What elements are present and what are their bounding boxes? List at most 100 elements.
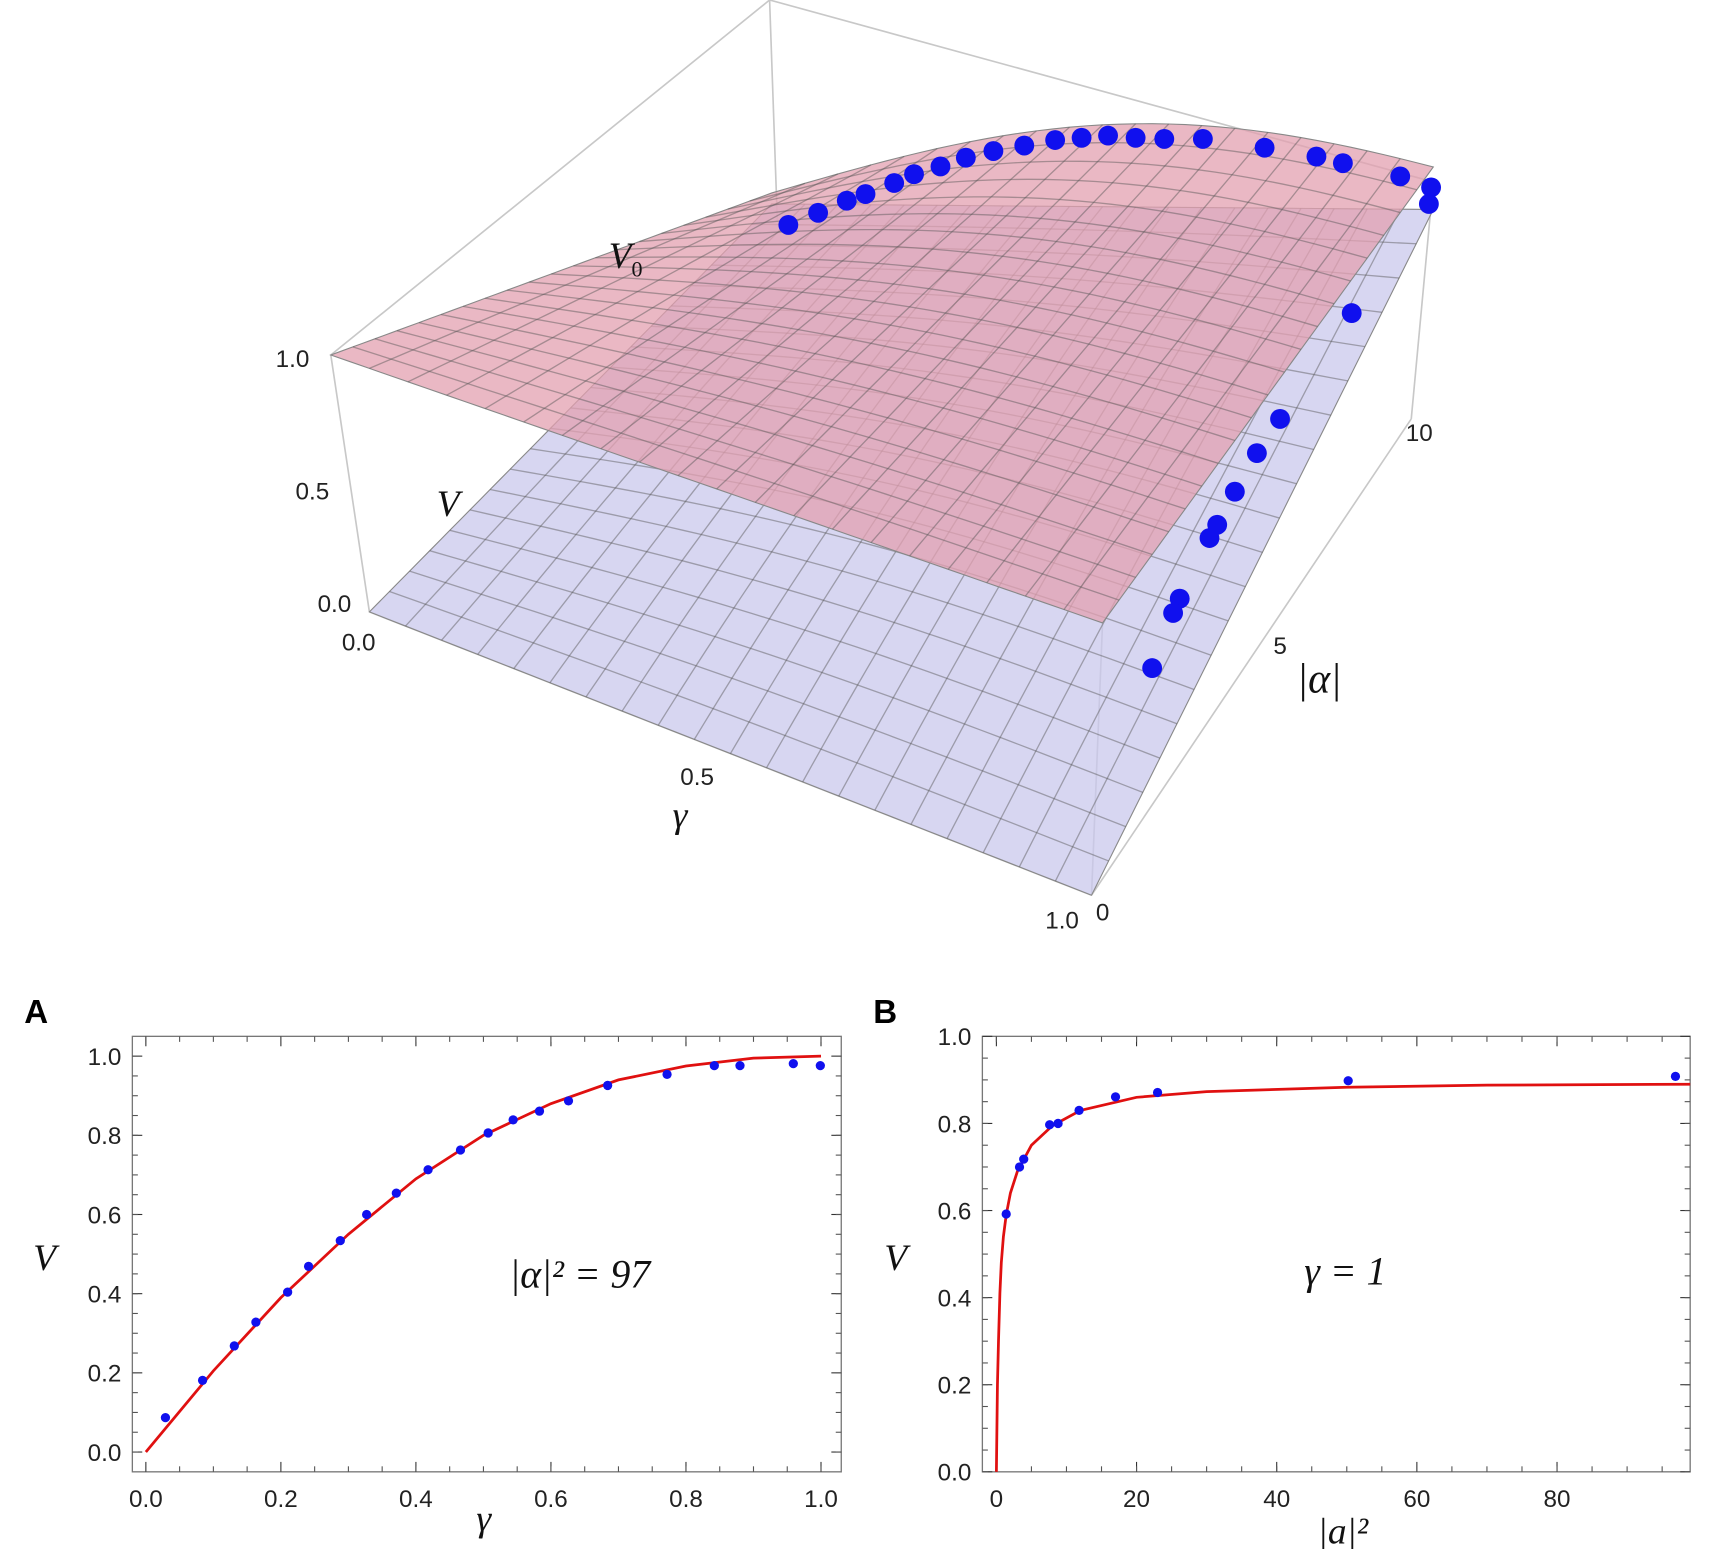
data-point (662, 1069, 672, 1079)
lower-surface-v-gridline (489, 488, 1195, 691)
data-point-3d (1418, 194, 1439, 214)
data-point (160, 1412, 171, 1423)
upper-surface-v0-gridline (727, 160, 1401, 214)
upper-surface-v0-gridline (909, 131, 1269, 557)
data-point-3d (808, 202, 829, 223)
upper-surface-v0-gridline (573, 265, 1285, 373)
alpha-tick-label: 0 (1096, 900, 1110, 927)
upper-surface-v0-gridline (677, 126, 1070, 477)
data-point (303, 1261, 314, 1271)
y-tick-label: 0.8 (88, 1123, 122, 1150)
data-point-3d (955, 147, 976, 168)
upper-surface-v0-gridline (369, 182, 806, 370)
upper-surface-v0-gridline (617, 243, 1318, 328)
data-point (455, 1145, 466, 1155)
data-point-3d (1270, 409, 1290, 429)
upper-surface-v0-gridline (947, 137, 1302, 570)
x-tick-label: 60 (1403, 1486, 1430, 1513)
upper-surface-v0-gridline (529, 281, 1252, 419)
x-tick-label: 0.0 (129, 1486, 163, 1513)
fit-curve (995, 1082, 1691, 1472)
y-tick-label: 0.8 (938, 1111, 972, 1138)
data-point-3d (1390, 166, 1411, 187)
data-point (603, 1080, 613, 1091)
surface-plot-3d (329, 0, 1442, 896)
box-edge (1410, 181, 1435, 420)
x-tick-label: 0.4 (399, 1486, 433, 1513)
data-point (251, 1317, 261, 1327)
data-point-3d (983, 141, 1004, 161)
lower-surface-v-gridline (389, 590, 1109, 862)
upper-surface-v0-gridline (683, 196, 1368, 259)
data-point-3d (1199, 528, 1220, 548)
data-point (391, 1188, 401, 1198)
y-tick-label: 1.0 (88, 1044, 122, 1071)
z-tick-label: 0.0 (318, 591, 352, 618)
panel-label-b: B (873, 994, 897, 1031)
upper-surface-v0-gridline (352, 346, 1120, 601)
y-tick-label: 0.4 (938, 1285, 972, 1312)
data-point (735, 1061, 745, 1071)
data-point-3d (1045, 130, 1066, 150)
data-point-3d (1224, 481, 1245, 502)
lower-surface-v-gridline (429, 550, 1144, 793)
z-tick-label: 0.5 (296, 478, 330, 505)
data-point (815, 1061, 825, 1071)
data-point (1045, 1120, 1055, 1130)
v0-label: V0 (609, 236, 643, 282)
data-point-3d (1142, 658, 1163, 679)
data-point-3d (1071, 127, 1092, 148)
x-tick-label: 0 (990, 1486, 1004, 1513)
data-point-3d (884, 173, 905, 193)
y-tick-label: 0.2 (88, 1361, 122, 1388)
lower-surface-v-gridline (1054, 208, 1401, 882)
x-tick-label: 0.2 (264, 1486, 298, 1513)
data-point (1014, 1162, 1025, 1172)
chart-b-ylabel: V (884, 1238, 911, 1279)
data-point-3d (1163, 603, 1184, 623)
chart-a-annotation: |α|² = 97 (509, 1253, 652, 1297)
upper-surface-v0-gridline (396, 330, 1153, 556)
upper-surface-v0-gridline (870, 127, 1236, 543)
data-point-3d (904, 164, 924, 185)
x-tick-label: 20 (1123, 1486, 1150, 1513)
y-tick-label: 0.0 (88, 1440, 122, 1467)
v-label: V (437, 484, 464, 525)
box-edge (329, 354, 371, 613)
x-tick-label: 40 (1263, 1486, 1290, 1513)
data-point-3d (1341, 303, 1362, 324)
upper-surface-v0-gridline (754, 123, 1137, 503)
alpha-axis-label: |α| (1297, 656, 1342, 702)
data-point (1074, 1105, 1084, 1116)
upper-surface-v0-gridline (705, 178, 1384, 237)
data-point-3d (930, 156, 951, 177)
gamma-tick-label: 0.0 (342, 629, 376, 656)
upper-surface-v0-gridline (485, 297, 1219, 464)
y-tick-label: 0.0 (938, 1460, 972, 1487)
data-point-3d (1421, 177, 1442, 198)
data-point (423, 1165, 433, 1175)
data-point (1001, 1209, 1011, 1219)
upper-surface-v0-gridline (407, 173, 839, 383)
alpha-tick-label: 5 (1273, 633, 1287, 660)
upper-surface-v0-gridline (661, 213, 1351, 282)
upper-surface-v0-gridline (600, 135, 1004, 450)
x-tick-label: 80 (1544, 1486, 1571, 1513)
x-tick-label: 1.0 (804, 1486, 838, 1513)
chart-a-xlabel: γ (476, 1498, 492, 1539)
data-point-3d (1254, 137, 1275, 158)
data-point (362, 1209, 372, 1220)
z-tick-label: 1.0 (276, 346, 310, 373)
data-point (229, 1341, 239, 1351)
upper-surface-v0 (329, 123, 1435, 624)
upper-surface-v0-gridline (793, 123, 1170, 517)
upper-surface-v0-gridline (484, 155, 905, 410)
data-point (1343, 1076, 1353, 1086)
data-point (283, 1287, 293, 1297)
data-point-3d (1306, 146, 1327, 167)
chart-a: 0.0 0.2 0.4 0.6 0.8 1.0 0.0 0.2 0.4 0.6 0.8 1.0 (88, 1035, 842, 1513)
data-point (197, 1375, 208, 1386)
data-point (483, 1128, 493, 1138)
data-point-3d (1332, 153, 1353, 174)
data-point (534, 1106, 545, 1116)
